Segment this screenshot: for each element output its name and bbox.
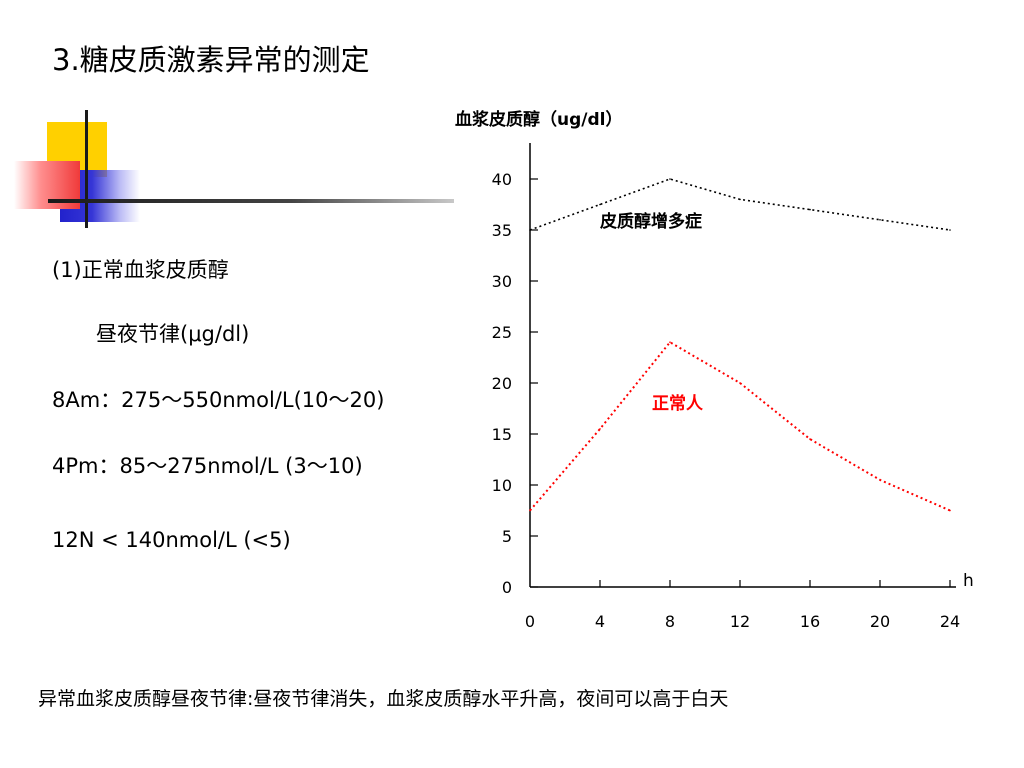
y-axis-label: 血浆皮质醇（ug/dl） bbox=[455, 109, 622, 130]
series-line-cushing bbox=[529, 178, 951, 231]
normal-cortisol-heading: (1)正常血浆皮质醇 bbox=[52, 258, 229, 282]
y-tick-label: 15 bbox=[492, 425, 512, 444]
x-axis-label: h bbox=[963, 571, 974, 591]
data-point-cushing bbox=[809, 208, 811, 211]
x-tick-label: 24 bbox=[940, 612, 960, 631]
data-point-cushing bbox=[599, 203, 601, 206]
y-tick-label: 0 bbox=[502, 578, 512, 597]
series-label-normal: 正常人 bbox=[652, 393, 704, 414]
data-point-cushing bbox=[879, 219, 881, 221]
y-tick-label: 5 bbox=[502, 527, 512, 546]
data-point-normal bbox=[529, 509, 531, 512]
data-point-cushing bbox=[739, 198, 741, 201]
reference-8am: 8Am：275～550nmol/L(10～20) bbox=[52, 388, 385, 412]
data-point-normal bbox=[809, 438, 811, 440]
y-tick-label: 35 bbox=[492, 221, 512, 240]
y-tick-label: 40 bbox=[492, 170, 512, 189]
data-point-normal bbox=[739, 382, 741, 384]
x-tick-label: 4 bbox=[595, 612, 605, 631]
reference-4pm: 4Pm：85～275nmol/L (3～10) bbox=[52, 454, 363, 478]
decor-vertical-line bbox=[85, 110, 88, 228]
data-point-cushing bbox=[949, 229, 951, 231]
y-tick-label: 30 bbox=[492, 272, 512, 291]
data-point-cushing bbox=[669, 178, 671, 180]
circadian-rhythm-unit: 昼夜节律(μg/dl) bbox=[96, 322, 250, 346]
decor-horizontal-line bbox=[48, 199, 454, 203]
x-tick-label: 0 bbox=[525, 612, 535, 631]
x-tick-label: 16 bbox=[800, 612, 820, 631]
y-tick-label: 10 bbox=[492, 476, 512, 495]
data-point-normal bbox=[669, 341, 671, 344]
series-line-normal bbox=[529, 340, 951, 512]
slide-title: 3.糖皮质激素异常的测定 bbox=[52, 43, 370, 77]
data-point-normal bbox=[949, 509, 951, 512]
footer-note: 异常血浆皮质醇昼夜节律:昼夜节律消失，血浆皮质醇水平升高，夜间可以高于白天 bbox=[38, 688, 729, 710]
x-tick-label: 8 bbox=[665, 612, 675, 631]
data-point-cushing bbox=[529, 229, 531, 231]
reference-12n: 12N < 140nmol/L (<5) bbox=[52, 528, 291, 552]
x-tick-label: 20 bbox=[870, 612, 890, 631]
data-point-normal bbox=[879, 479, 881, 481]
x-tick-label: 12 bbox=[730, 612, 750, 631]
data-point-normal bbox=[599, 428, 601, 430]
y-tick-label: 25 bbox=[492, 323, 512, 342]
series-label-cushing: 皮质醇增多症 bbox=[600, 211, 702, 232]
y-tick-label: 20 bbox=[492, 374, 512, 393]
